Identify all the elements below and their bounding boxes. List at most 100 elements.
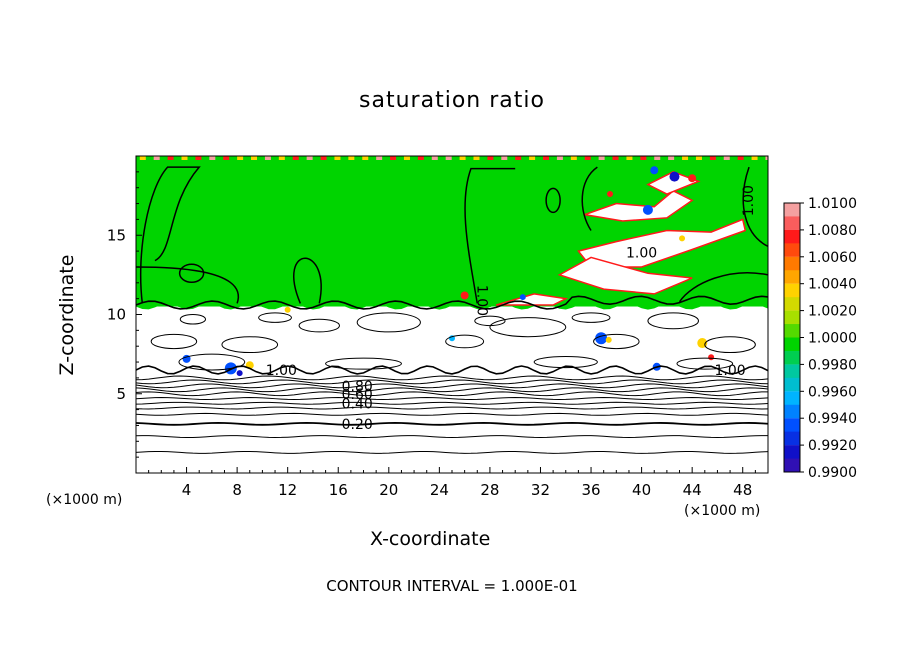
saturation-spot bbox=[708, 354, 715, 361]
saturation-spot bbox=[650, 166, 659, 175]
x-tick-label: 20 bbox=[379, 481, 398, 499]
saturation-field bbox=[136, 156, 768, 473]
top-fringe bbox=[654, 156, 661, 160]
contour-line bbox=[136, 401, 768, 405]
contour-line bbox=[136, 406, 768, 410]
x-tick-label: 12 bbox=[278, 481, 297, 499]
colorbar-gradient bbox=[784, 270, 800, 284]
contour-line bbox=[139, 166, 201, 304]
y-tick-label: 10 bbox=[107, 306, 126, 324]
top-fringe bbox=[612, 156, 619, 160]
contour-line bbox=[571, 312, 611, 323]
top-fringe bbox=[570, 156, 577, 160]
contour-line bbox=[150, 333, 198, 350]
contour-line bbox=[533, 356, 598, 369]
top-fringe bbox=[584, 156, 591, 160]
x-tick-label: 4 bbox=[182, 481, 192, 499]
top-fringe bbox=[487, 156, 494, 160]
subsaturated-patch bbox=[557, 256, 693, 295]
y-tick-label: 5 bbox=[116, 385, 126, 403]
contour-line bbox=[593, 333, 640, 350]
colorbar-gradient bbox=[784, 297, 800, 311]
top-fringe bbox=[209, 156, 216, 160]
top-fringe bbox=[473, 156, 480, 160]
subsaturated-patch bbox=[584, 189, 694, 222]
y-tick-label: 15 bbox=[107, 226, 126, 244]
contour-label: 1.00 bbox=[714, 363, 745, 379]
contour-label: 1.00 bbox=[266, 363, 297, 379]
contour-line bbox=[136, 397, 768, 400]
top-fringe bbox=[445, 156, 452, 160]
top-fringe bbox=[765, 156, 768, 160]
top-fringe bbox=[320, 156, 327, 160]
contour-line bbox=[545, 187, 561, 214]
contour-line bbox=[136, 375, 768, 381]
colorbar-tick-label: 1.0000 bbox=[808, 331, 857, 347]
contour-line bbox=[356, 312, 421, 333]
x-unit-label-left: (×1000 m) bbox=[46, 492, 123, 508]
top-fringe bbox=[668, 156, 675, 160]
colorbar: 1.0100 1.0080 1.0060 1.0040 1.0020 1.0000 0.99… bbox=[783, 196, 857, 481]
top-fringe bbox=[543, 156, 550, 160]
colorbar-tick-label: 1.0060 bbox=[808, 250, 857, 266]
x-tick-label: 36 bbox=[581, 481, 600, 499]
contour-label: 0.20 bbox=[342, 417, 373, 433]
colorbar-gradient bbox=[784, 431, 800, 446]
x-axis-label: X-coordinate bbox=[370, 528, 491, 550]
contour-line bbox=[676, 357, 734, 370]
contour-label: 0.80 bbox=[342, 379, 373, 395]
top-fringe bbox=[153, 156, 160, 160]
x-unit-label-right: (×1000 m) bbox=[684, 503, 761, 519]
top-fringe bbox=[376, 156, 383, 160]
contour-line bbox=[179, 314, 207, 325]
colorbar-tick-label: 0.9900 bbox=[808, 465, 857, 481]
top-fringe bbox=[598, 156, 605, 160]
contour-line bbox=[221, 336, 279, 354]
colorbar-tick-label: 1.0100 bbox=[808, 196, 857, 212]
contour-line bbox=[136, 387, 768, 393]
top-fringe bbox=[556, 156, 563, 160]
contour-line bbox=[178, 263, 205, 284]
chart-title: saturation ratio bbox=[359, 88, 545, 113]
contour-line bbox=[136, 295, 768, 310]
contour-line bbox=[136, 435, 768, 438]
x-tick-label: 32 bbox=[531, 481, 550, 499]
top-fringe bbox=[264, 156, 271, 160]
contour-line bbox=[293, 257, 322, 304]
saturation-spot bbox=[284, 306, 291, 313]
contour-line bbox=[474, 315, 506, 327]
saturation-spot bbox=[460, 291, 469, 300]
saturation-spot bbox=[642, 204, 653, 215]
contour-label: 0.60 bbox=[342, 387, 373, 403]
contour-line bbox=[325, 357, 402, 370]
saturation-spot bbox=[607, 191, 613, 198]
contour-line bbox=[489, 317, 567, 338]
top-fringe bbox=[737, 156, 744, 160]
top-fringe bbox=[167, 156, 174, 160]
saturation-spot bbox=[669, 171, 680, 182]
saturation-spot bbox=[605, 336, 612, 343]
contour-line bbox=[742, 166, 768, 248]
top-fringe bbox=[278, 156, 285, 160]
contour-label: 1.00 bbox=[473, 285, 489, 316]
contour-line bbox=[136, 383, 768, 389]
top-fringe bbox=[751, 156, 758, 160]
top-fringe bbox=[459, 156, 466, 160]
saturation-spot bbox=[236, 370, 243, 377]
colorbar-gradient bbox=[784, 324, 800, 338]
colorbar-tick-label: 0.9960 bbox=[808, 384, 857, 400]
x-tick-label: 48 bbox=[733, 481, 752, 499]
contour-label: 1.00 bbox=[741, 185, 757, 216]
top-fringe bbox=[390, 156, 397, 160]
top-fringe bbox=[362, 156, 369, 160]
top-fringe bbox=[139, 156, 146, 160]
top-fringe bbox=[723, 156, 730, 160]
contour-line bbox=[647, 312, 699, 330]
saturation-spot bbox=[595, 332, 608, 345]
contour-line bbox=[581, 166, 598, 231]
top-fringe bbox=[237, 156, 244, 160]
contour-line bbox=[136, 379, 768, 385]
subsaturated-region bbox=[136, 306, 768, 473]
